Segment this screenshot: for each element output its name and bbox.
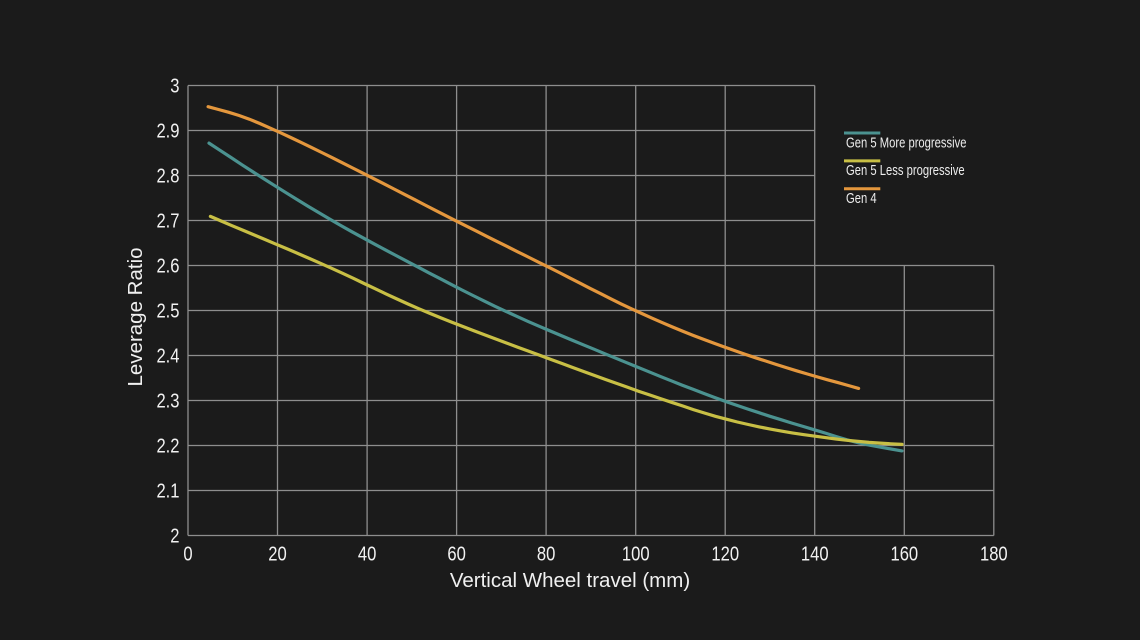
svg-text:2.9: 2.9 — [156, 119, 179, 142]
svg-text:160: 160 — [890, 542, 918, 565]
svg-text:Gen 5 More progressive: Gen 5 More progressive — [846, 134, 967, 151]
svg-text:2.1: 2.1 — [156, 479, 179, 502]
svg-text:120: 120 — [711, 542, 739, 565]
svg-text:2.8: 2.8 — [156, 164, 179, 187]
svg-text:60: 60 — [447, 542, 465, 565]
svg-text:2.4: 2.4 — [156, 344, 179, 367]
svg-text:Gen 4: Gen 4 — [846, 190, 877, 207]
svg-text:100: 100 — [622, 542, 650, 565]
svg-text:2.6: 2.6 — [156, 254, 179, 277]
svg-text:2.2: 2.2 — [156, 434, 179, 457]
svg-text:Gen 5 Less progressive: Gen 5 Less progressive — [846, 162, 965, 179]
svg-text:Leverage Ratio: Leverage Ratio — [124, 247, 147, 386]
svg-text:20: 20 — [268, 542, 286, 565]
svg-text:Vertical Wheel travel (mm): Vertical Wheel travel (mm) — [450, 569, 690, 592]
svg-text:2.7: 2.7 — [156, 209, 179, 232]
svg-text:2.5: 2.5 — [156, 299, 179, 322]
svg-text:40: 40 — [358, 542, 376, 565]
svg-text:3: 3 — [170, 74, 179, 97]
svg-text:2: 2 — [170, 524, 179, 547]
svg-text:140: 140 — [801, 542, 829, 565]
svg-text:80: 80 — [537, 542, 555, 565]
svg-text:0: 0 — [183, 542, 192, 565]
svg-text:180: 180 — [980, 542, 1008, 565]
svg-text:2.3: 2.3 — [156, 389, 179, 412]
